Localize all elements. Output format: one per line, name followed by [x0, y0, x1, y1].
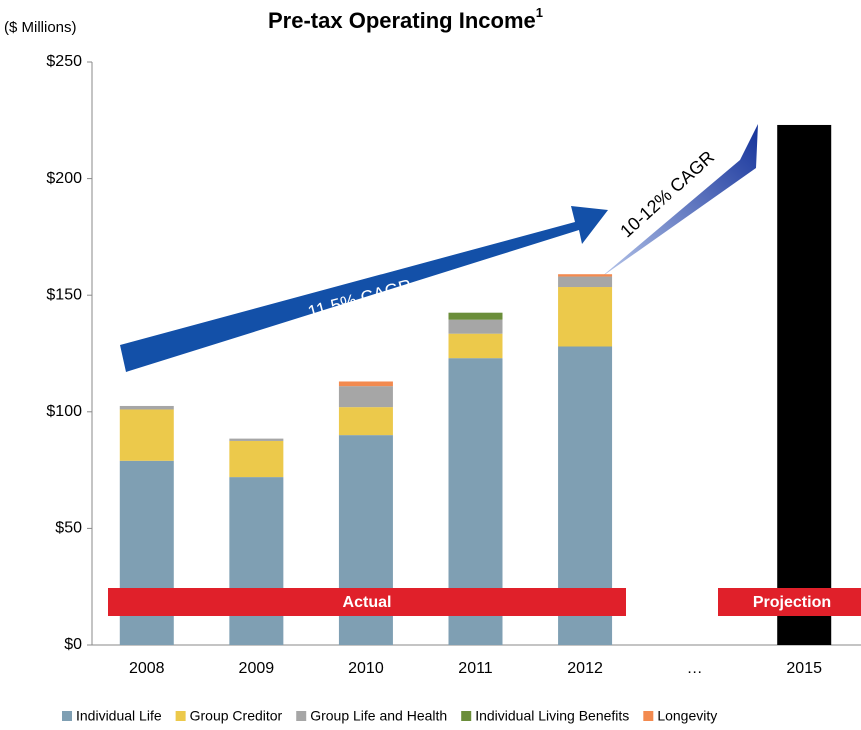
bar-segment	[448, 312, 503, 320]
x-tick-label: 2015	[786, 660, 822, 677]
y-tick-label: $250	[46, 53, 82, 70]
legend-label: Individual Life	[76, 708, 162, 724]
bar-segment	[338, 386, 393, 408]
x-tick-label: 2010	[348, 660, 384, 677]
projection-banner	[718, 588, 861, 616]
banner-label: Actual	[343, 594, 392, 611]
bar-segment	[338, 407, 393, 436]
bar-segment	[119, 409, 174, 461]
bar-segment	[119, 405, 174, 410]
bar-segment	[558, 287, 613, 347]
chart-title: Pre-tax Operating Income1	[268, 5, 543, 32]
x-tick-label: …	[687, 660, 703, 677]
legend-swatch	[643, 711, 654, 721]
y-axis-label: ($ Millions)	[4, 19, 77, 36]
x-tick-label: 2009	[239, 660, 275, 677]
legend-swatch	[296, 711, 307, 721]
bar-segment	[229, 440, 284, 478]
bar-segment	[777, 124, 832, 646]
bar-segment	[338, 381, 393, 387]
bar-segment	[229, 477, 284, 645]
legend-swatch	[175, 711, 186, 721]
legend-label: Group Life and Health	[310, 708, 447, 724]
legend-swatch	[62, 711, 72, 721]
bar-segment	[119, 460, 174, 645]
y-tick-label: $50	[55, 520, 82, 537]
legend-label: Individual Living Benefits	[475, 708, 629, 724]
title-footnote: 1	[536, 5, 543, 20]
legend-label: Longevity	[657, 708, 717, 724]
legend-label: Group Creditor	[190, 708, 283, 724]
bar-segment	[448, 319, 503, 334]
x-tick-label: 2012	[567, 660, 603, 677]
bar-segment	[229, 438, 284, 441]
y-tick-label: $100	[46, 403, 82, 420]
x-tick-label: 2011	[458, 660, 493, 677]
actual-banner	[108, 588, 626, 616]
cagr-arrow	[120, 206, 608, 372]
legend: Individual Life Group Creditor Group Life …	[62, 708, 717, 724]
y-tick-label: $150	[46, 286, 82, 303]
y-tick-label: $200	[46, 170, 82, 187]
bar-segment	[448, 333, 503, 359]
bar-segment	[558, 274, 613, 277]
legend-swatch	[461, 711, 472, 721]
banner-label: Projection	[753, 594, 831, 611]
title-text: Pre-tax Operating Income	[268, 8, 536, 33]
cagr-wedge	[600, 124, 758, 278]
y-tick-label: $0	[64, 636, 82, 653]
x-tick-label: 2008	[129, 660, 165, 677]
bar-segment	[558, 276, 613, 288]
